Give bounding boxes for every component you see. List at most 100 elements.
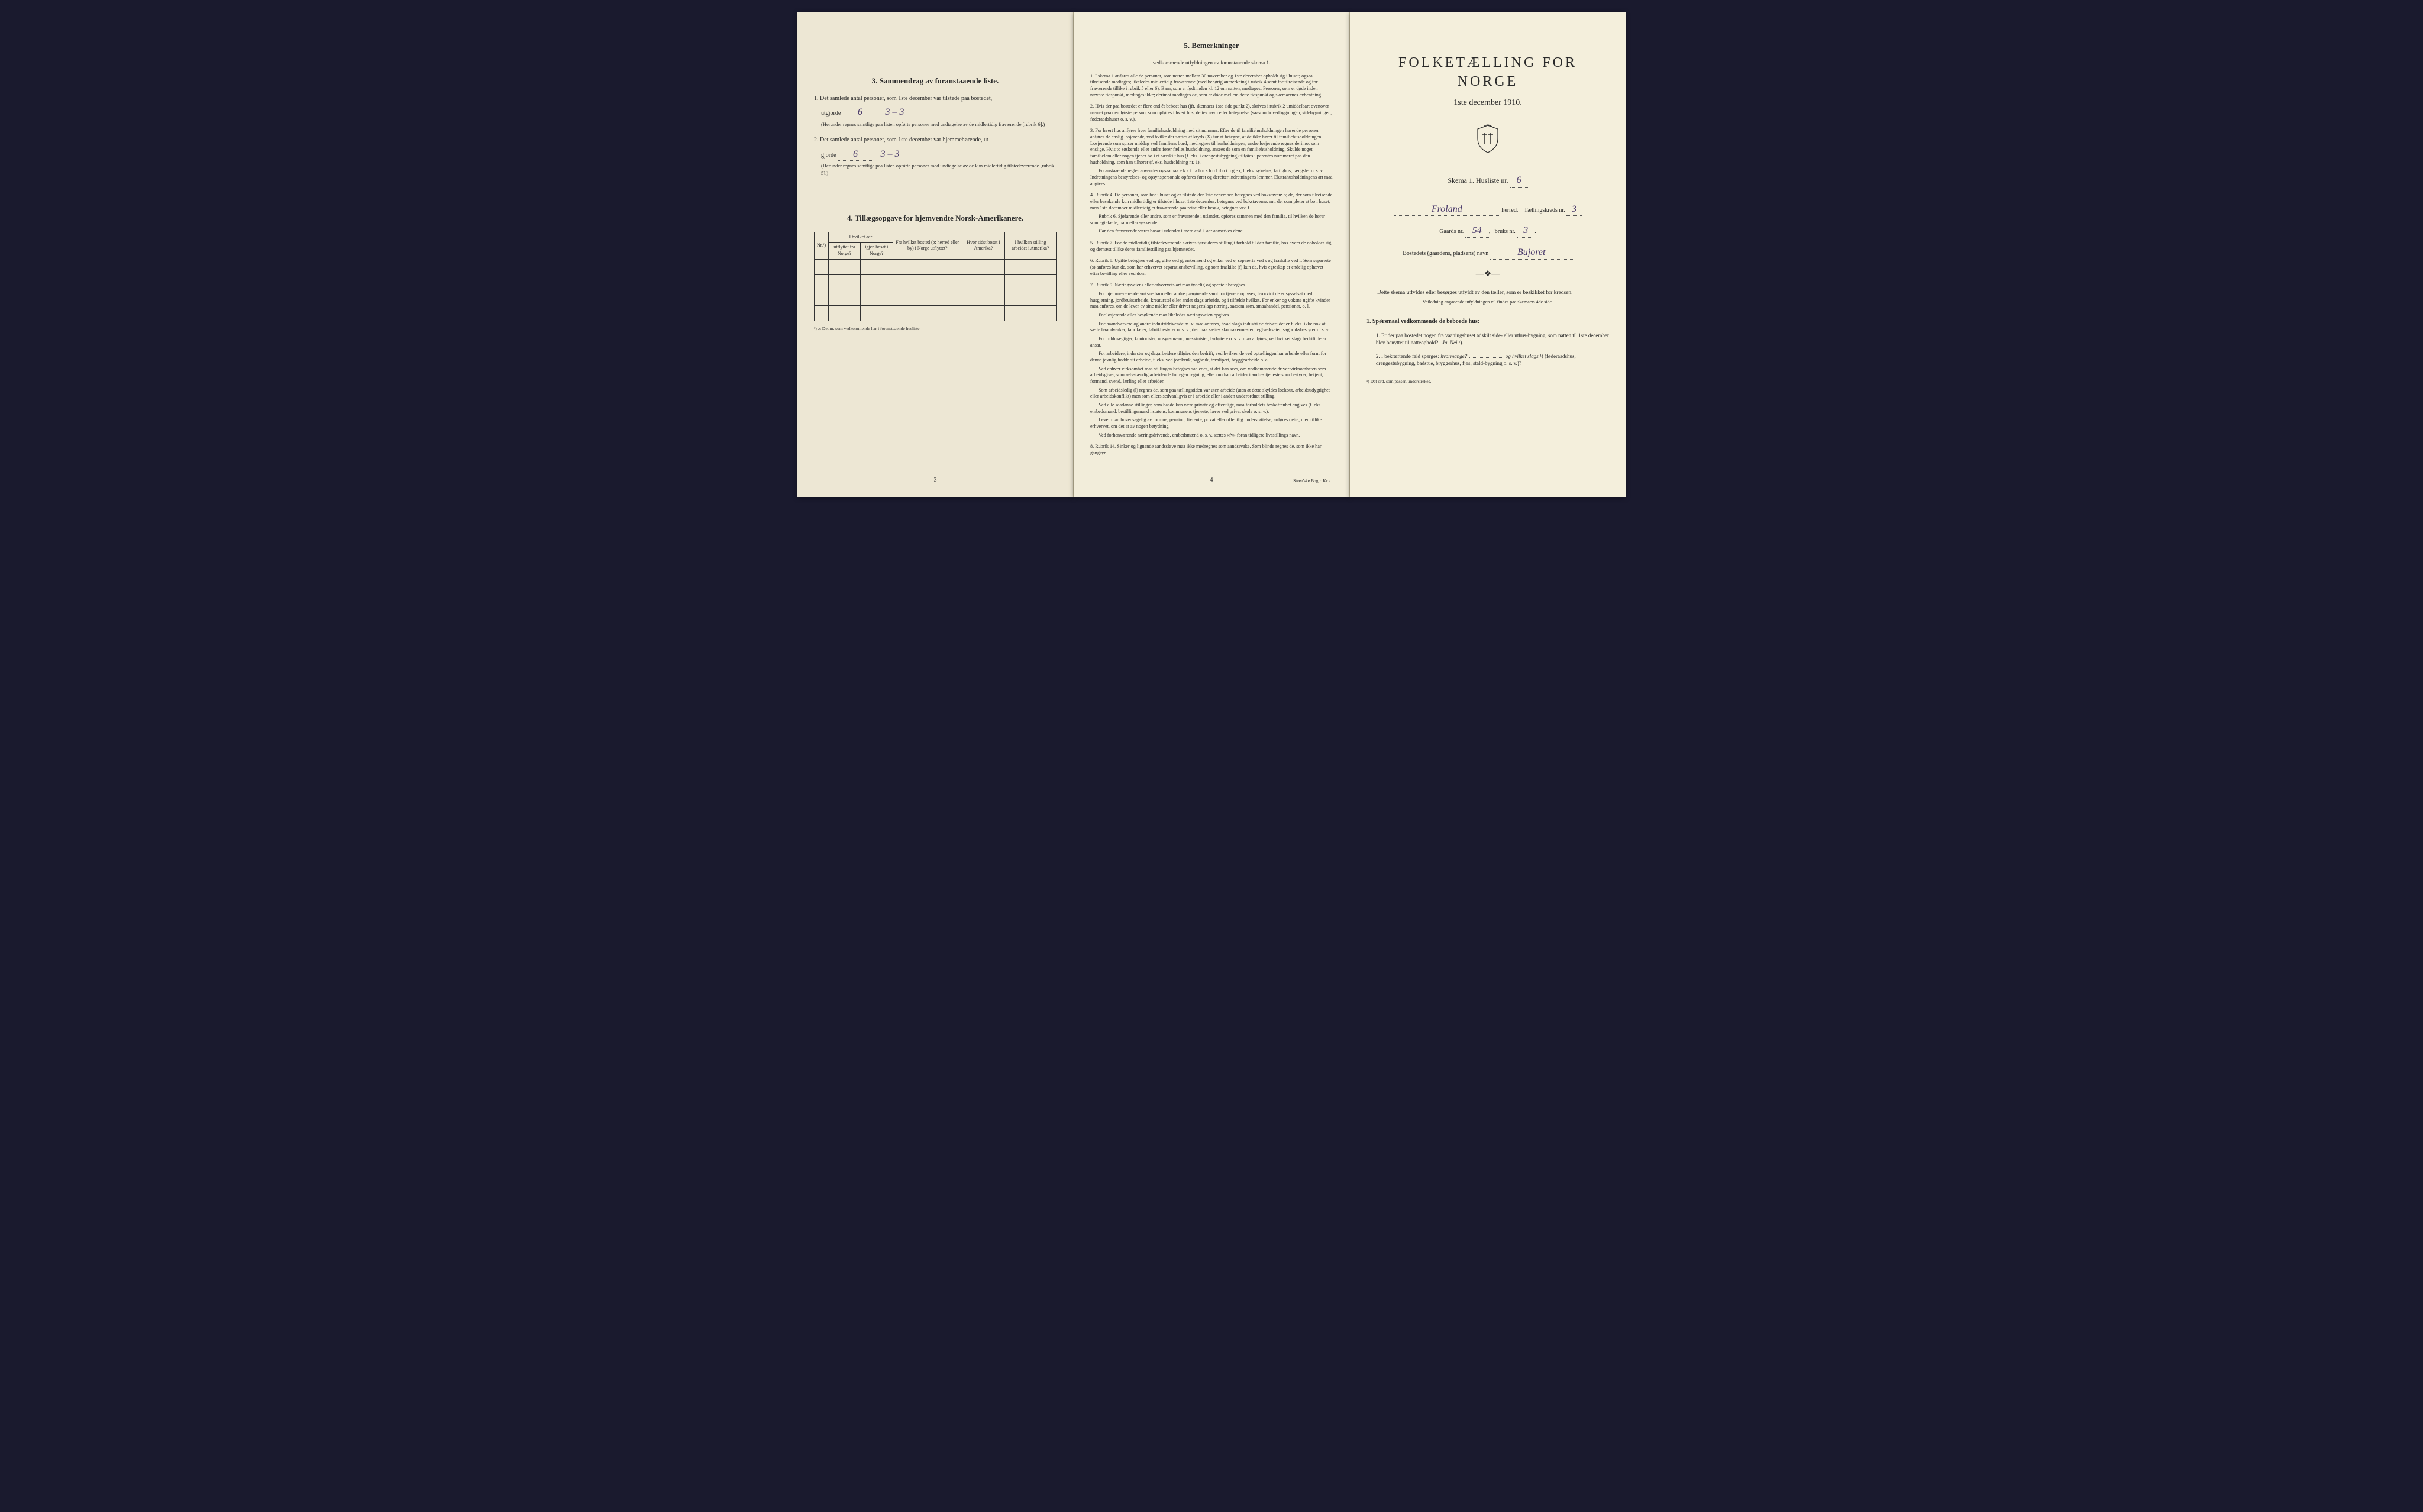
- page-middle: 5. Bemerkninger vedkommende utfyldningen…: [1074, 12, 1350, 497]
- utgjorde-label: utgjorde: [821, 110, 841, 117]
- table-row: [815, 290, 1057, 306]
- rule-paragraph: Rubrik 6. Sjøfarende eller andre, som er…: [1090, 214, 1333, 226]
- rule-item: 7. Rubrik 9. Næringsveiens eller erhverv…: [1090, 282, 1333, 438]
- printer-credit: Steen'ske Bogtr. Kr.a.: [1293, 478, 1332, 484]
- item-text: Det samlede antal personer, som 1ste dec…: [820, 95, 992, 102]
- q2-text-a: I bekræftende fald spørges:: [1381, 353, 1440, 359]
- skema-label: Skema 1. Husliste nr.: [1448, 176, 1508, 185]
- rule-paragraph: For fuldmægtiger, kontorister, opsynsmæn…: [1090, 336, 1333, 348]
- table-row: [815, 260, 1057, 275]
- rule-text: Rubrik 4. De personer, som bor i huset o…: [1090, 192, 1332, 210]
- page-right: FOLKETÆLLING FOR NORGE 1ste december 191…: [1350, 12, 1626, 497]
- gaards-nr: 54: [1465, 224, 1489, 238]
- husliste-nr: 6: [1510, 174, 1528, 188]
- total-resident-value: 6: [838, 148, 873, 161]
- total-present-value: 6: [842, 106, 878, 119]
- table-row: [815, 306, 1057, 321]
- rule-text: For hvert hus anføres hver familiehushol…: [1090, 128, 1322, 164]
- handwritten-note-1: 3 – 3: [885, 107, 904, 117]
- rule-text: Hvis der paa bostedet er flere end ét be…: [1090, 104, 1332, 121]
- rule-text: I skema 1 anføres alle de personer, som …: [1090, 73, 1322, 98]
- summary-item-1: 1. Det samlede antal personer, som 1ste …: [814, 95, 1057, 128]
- rule-item: 3. For hvert hus anføres hver familiehus…: [1090, 128, 1333, 187]
- gaards-label: Gaards nr.: [1439, 228, 1464, 235]
- handwritten-note-2: 3 – 3: [881, 149, 900, 159]
- col-nr: Nr.¹): [815, 232, 829, 259]
- question-1: 1. Er der paa bostedet nogen fra vaaning…: [1376, 332, 1609, 347]
- herred-value: Froland: [1394, 203, 1500, 217]
- rule-number: 1.: [1090, 73, 1095, 79]
- rule-paragraph: Har den fraværende været bosat i utlande…: [1090, 228, 1333, 235]
- page-number: 4: [1210, 476, 1213, 484]
- rule-number: 6.: [1090, 258, 1095, 263]
- questions-heading: 1. Spørsmaal vedkommende de beboede hus:: [1366, 318, 1609, 326]
- table-row: [815, 275, 1057, 290]
- q-number: 2.: [1376, 353, 1380, 359]
- col-utflyttet: utflyttet fra Norge?: [829, 243, 861, 260]
- q1-sup: ¹).: [1459, 340, 1464, 345]
- table-footnote: ¹) ɔ: Det nr. som vedkommende har i fora…: [814, 326, 1057, 332]
- bruks-nr: 3: [1517, 224, 1534, 238]
- tillaeg-table-wrap: Nr.¹) I hvilket aar Fra hvilket bosted (…: [814, 232, 1057, 321]
- census-date: 1ste december 1910.: [1366, 98, 1609, 109]
- summary-item-2: 2. Det samlede antal personer, som 1ste …: [814, 136, 1057, 176]
- ornament-divider-icon: ―❖―: [1366, 269, 1609, 280]
- rule-number: 4.: [1090, 192, 1095, 198]
- rule-item: 8. Rubrik 14. Sinker og lignende aandssl…: [1090, 444, 1333, 456]
- bruks-label: bruks nr.: [1495, 228, 1516, 235]
- rule-text: Rubrik 7. For de midlertidig tilstedevær…: [1090, 240, 1332, 252]
- col-stilling: I hvilken stilling arbeidet i Amerika?: [1004, 232, 1056, 259]
- herred-line: Froland herred. Tællingskreds nr. 3: [1366, 203, 1609, 217]
- q-number: 1.: [1376, 332, 1380, 338]
- item-number: 1.: [814, 95, 819, 102]
- section-4-heading: 4. Tillægsopgave for hjemvendte Norsk-Am…: [814, 213, 1057, 224]
- col-hvor-sidst: Hvor sidst bosat i Amerika?: [962, 232, 1005, 259]
- bosted-line: Bostedets (gaardens, pladsens) navn Bujo…: [1366, 246, 1609, 260]
- rule-item: 6. Rubrik 8. Ugifte betegnes ved ug, gif…: [1090, 258, 1333, 277]
- q2-text-b: hvormange?: [1440, 353, 1467, 359]
- gaards-line: Gaards nr. 54, bruks nr. 3.: [1366, 224, 1609, 238]
- q2-blank: [1469, 357, 1504, 358]
- rule-paragraph: Ved forhenværende næringsdrivende, embed…: [1090, 432, 1333, 439]
- item2-paren-note: (Herunder regnes samtlige paa listen opf…: [821, 163, 1057, 176]
- col-group-year: I hvilket aar: [829, 232, 893, 243]
- rule-item: 1. I skema 1 anføres alle de personer, s…: [1090, 73, 1333, 99]
- q1-nei: Nei: [1450, 340, 1458, 345]
- rule-paragraph: For arbeidere, inderster og dagarbeidere…: [1090, 351, 1333, 363]
- rule-paragraph: For hjemmeværende voksne barn eller andr…: [1090, 291, 1333, 310]
- herred-label: herred.: [1501, 207, 1518, 214]
- rule-item: 5. Rubrik 7. For de midlertidig tilstede…: [1090, 240, 1333, 253]
- right-footnote: ¹) Det ord, som passer, understrekes.: [1366, 376, 1512, 385]
- rule-number: 5.: [1090, 240, 1095, 245]
- page-number: 3: [934, 476, 937, 484]
- rule-number: 7.: [1090, 282, 1095, 287]
- main-title: FOLKETÆLLING FOR NORGE: [1366, 53, 1609, 92]
- bosted-value: Bujoret: [1490, 246, 1573, 260]
- rule-paragraph: Ved enhver virksomhet maa stillingen bet…: [1090, 366, 1333, 385]
- instructions-text: Dette skema utfyldes eller besørges utfy…: [1366, 289, 1609, 297]
- col-fra-bosted: Fra hvilket bosted (ɔ: herred eller by) …: [893, 232, 962, 259]
- rule-paragraph: Foranstaaende regler anvendes ogsaa paa …: [1090, 168, 1333, 187]
- instructions-sub: Veiledning angaaende utfyldningen vil fi…: [1366, 299, 1609, 306]
- rules-list: 1. I skema 1 anføres alle de personer, s…: [1090, 73, 1333, 457]
- rule-item: 4. Rubrik 4. De personer, som bor i huse…: [1090, 192, 1333, 235]
- section-5-heading: 5. Bemerkninger: [1090, 40, 1333, 51]
- q2-text-c: og hvilket slags: [1506, 353, 1539, 359]
- rule-paragraph: Lever man hovedsagelig av formue, pensio…: [1090, 417, 1333, 429]
- item-text: Det samlede antal personer, som 1ste dec…: [820, 137, 990, 143]
- item-number: 2.: [814, 137, 819, 143]
- rule-paragraph: Som arbeidsledig (l) regnes de, som paa …: [1090, 387, 1333, 400]
- rule-paragraph: For losjerende eller besøkende maa likel…: [1090, 312, 1333, 319]
- q1-ja: Ja: [1442, 340, 1448, 345]
- rule-paragraph: For haandverkere og andre industridriven…: [1090, 321, 1333, 334]
- rule-number: 8.: [1090, 444, 1095, 449]
- rule-text: Rubrik 14. Sinker og lignende aandssløve…: [1090, 444, 1322, 455]
- section-3-heading: 3. Sammendrag av foranstaaende liste.: [814, 76, 1057, 86]
- tillaeg-table: Nr.¹) I hvilket aar Fra hvilket bosted (…: [814, 232, 1057, 321]
- q2-sup: ¹): [1540, 353, 1543, 359]
- col-igjen-bosat: igjen bosat i Norge?: [860, 243, 893, 260]
- section-5-subheading: vedkommende utfyldningen av foranstaaend…: [1090, 59, 1333, 66]
- question-2: 2. I bekræftende fald spørges: hvormange…: [1376, 353, 1609, 367]
- rule-text: Rubrik 9. Næringsveiens eller erhvervets…: [1095, 282, 1246, 287]
- q1-text: Er der paa bostedet nogen fra vaaningshu…: [1376, 332, 1609, 346]
